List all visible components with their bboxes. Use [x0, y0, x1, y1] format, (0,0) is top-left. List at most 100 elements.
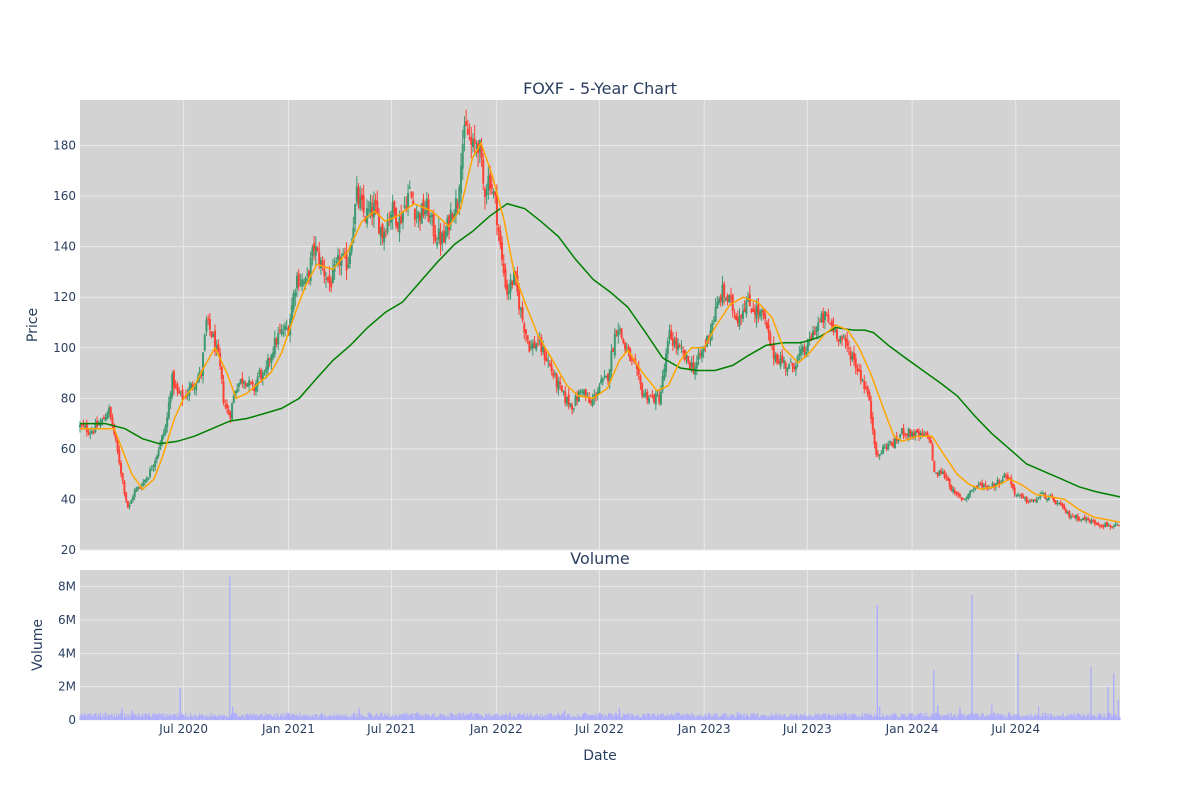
volume-bar — [720, 715, 722, 720]
volume-bar — [455, 714, 457, 720]
candle-body — [735, 315, 738, 321]
candle-body — [690, 362, 693, 367]
volume-bar — [1093, 714, 1095, 720]
volume-bar — [236, 714, 238, 720]
volume-bar — [622, 713, 624, 720]
volume-bar — [216, 716, 218, 720]
candle-body — [950, 485, 953, 491]
volume-bar — [561, 714, 563, 720]
volume-bar — [654, 715, 656, 720]
candle-body — [993, 483, 996, 487]
candle-body — [164, 426, 167, 434]
volume-bar — [994, 712, 996, 720]
volume-bar — [372, 715, 374, 720]
volume-bar — [267, 714, 269, 720]
x-tick-label: Jul 2021 — [366, 722, 416, 736]
candle-body — [1075, 514, 1078, 519]
volume-bar — [801, 715, 803, 720]
candle-body — [540, 337, 543, 352]
candle-body — [938, 470, 941, 476]
volume-spike-bar — [737, 711, 739, 720]
volume-bar — [220, 716, 222, 720]
candle-body — [1058, 503, 1061, 505]
volume-bar — [237, 716, 239, 720]
volume-bar — [920, 712, 922, 720]
candle-body — [663, 368, 666, 380]
volume-bar — [123, 713, 125, 720]
volume-bar — [907, 714, 909, 720]
volume-bar — [581, 714, 583, 720]
candle-body — [953, 490, 956, 493]
volume-bar — [748, 716, 750, 720]
candle-body — [1029, 500, 1032, 502]
volume-bar — [651, 714, 653, 720]
volume-bar — [354, 713, 356, 720]
volume-bar — [508, 712, 510, 720]
volume-bar — [764, 714, 766, 720]
candle-body — [1037, 497, 1040, 499]
volume-bar — [979, 717, 981, 720]
volume-bar — [565, 716, 567, 720]
volume-bar — [917, 713, 919, 720]
candle-body — [482, 159, 485, 184]
volume-bar — [904, 713, 906, 720]
candle-body — [266, 358, 269, 370]
volume-bar — [241, 714, 243, 720]
volume-bar — [783, 714, 785, 720]
volume-bar — [696, 716, 698, 720]
volume-bar — [318, 715, 320, 720]
candle-body — [92, 431, 95, 433]
candle-body — [270, 354, 273, 364]
volume-bar — [1083, 713, 1085, 720]
volume-bar — [521, 714, 523, 720]
price-y-tick-label: 160 — [53, 189, 76, 203]
candle-body — [719, 296, 722, 302]
volume-bar — [212, 716, 214, 720]
candle-body — [1112, 525, 1115, 527]
candle-body — [1010, 477, 1013, 485]
volume-bar — [219, 715, 221, 720]
volume-bar — [1069, 714, 1071, 720]
volume-bar — [684, 715, 686, 720]
volume-bar — [606, 716, 608, 720]
volume-bar — [913, 717, 915, 720]
volume-bar — [972, 713, 974, 720]
candle-body — [453, 214, 456, 219]
candle-body — [79, 424, 81, 428]
volume-bar — [961, 714, 963, 720]
volume-bar — [224, 715, 226, 720]
volume-bar — [225, 716, 227, 720]
volume-spike-bar — [131, 710, 133, 720]
volume-bar — [847, 716, 849, 720]
volume-spike-bar — [232, 706, 234, 720]
volume-bar — [635, 715, 637, 720]
candle-body — [497, 227, 500, 232]
candle-body — [239, 379, 242, 384]
volume-bar — [397, 716, 399, 720]
volume-bar — [269, 714, 271, 720]
volume-bar — [1072, 714, 1074, 720]
volume-bar — [164, 713, 166, 720]
candle-body — [694, 367, 697, 375]
volume-spike-bar — [121, 708, 123, 720]
volume-bar — [218, 714, 220, 720]
volume-bar — [983, 716, 985, 720]
volume-bar — [1028, 714, 1030, 720]
volume-bar — [674, 716, 676, 720]
volume-bar — [1084, 715, 1086, 720]
long-moving-average-line — [80, 202, 1121, 498]
volume-bar — [1102, 717, 1104, 720]
volume-bar — [1050, 713, 1052, 720]
candle-body — [461, 144, 464, 169]
volume-bar — [909, 713, 911, 720]
volume-bar — [629, 717, 631, 720]
volume-bar — [127, 716, 129, 720]
candle-body — [345, 251, 348, 271]
candle-body — [290, 305, 293, 323]
candle-body — [642, 394, 645, 398]
volume-bar — [930, 715, 932, 720]
volume-bar — [569, 714, 571, 720]
candle-body — [1092, 520, 1095, 522]
volume-bar — [227, 717, 229, 720]
volume-bar — [659, 714, 661, 720]
